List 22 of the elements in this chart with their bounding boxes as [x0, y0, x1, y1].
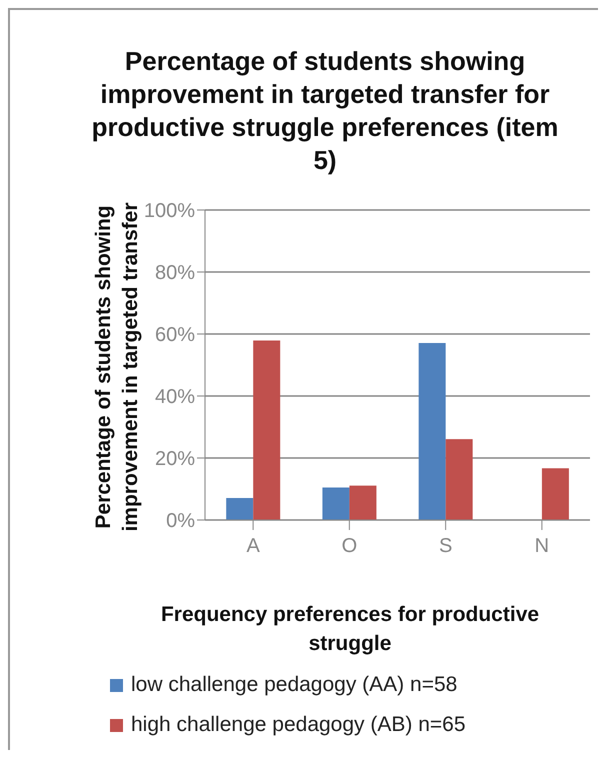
legend-label: high challenge pedagogy (AB) n=65 [131, 713, 466, 737]
bar [226, 498, 254, 520]
bar [349, 486, 376, 520]
y-tick-label: 20% [154, 448, 196, 470]
bar [322, 487, 350, 520]
y-tick-label: 60% [154, 324, 196, 346]
chart-title: Percentage of students showing improvement in targeted transfer for productive struggle preferences (item 5) [90, 45, 560, 177]
bar [446, 439, 473, 520]
x-tick-label: A [246, 535, 260, 558]
legend-label: low challenge pedagogy (AA) n=58 [131, 673, 458, 697]
x-axis-title: Frequency preferences for productive struggle [160, 602, 540, 657]
bar [253, 340, 280, 520]
y-tick-label: 0% [166, 510, 196, 532]
x-tick-label: O [342, 535, 358, 558]
x-tick-label: S [438, 535, 452, 558]
y-tick-label: 100% [144, 200, 196, 222]
y-tick-label: 80% [154, 262, 196, 284]
bar [542, 468, 569, 520]
bar [418, 342, 446, 520]
y-axis-title: Percentage of students showing improvement in targeted transfer [92, 202, 142, 532]
x-tick-label: N [534, 535, 550, 558]
y-tick-label: 40% [154, 386, 196, 408]
